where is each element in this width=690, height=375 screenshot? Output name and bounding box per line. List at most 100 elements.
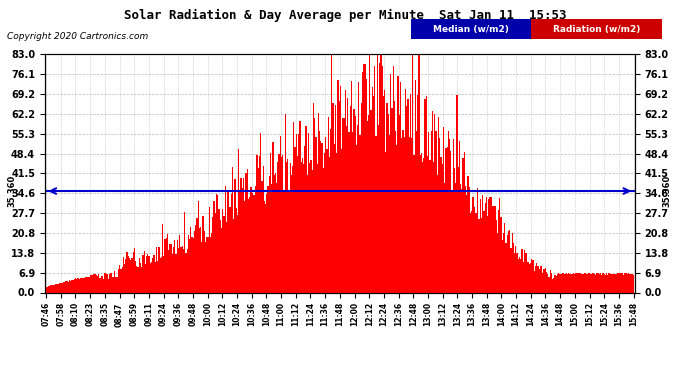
Bar: [506, 236, 508, 292]
Bar: [524, 250, 525, 292]
Bar: [341, 149, 342, 292]
Bar: [180, 247, 181, 292]
Bar: [202, 216, 204, 292]
Bar: [386, 103, 388, 292]
Bar: [241, 188, 243, 292]
Bar: [268, 176, 270, 292]
Bar: [350, 106, 351, 292]
Bar: [348, 132, 350, 292]
Bar: [266, 195, 268, 292]
Bar: [486, 197, 487, 292]
Bar: [632, 274, 633, 292]
Bar: [121, 267, 123, 292]
Bar: [239, 190, 241, 292]
Bar: [58, 284, 59, 292]
Bar: [471, 210, 472, 292]
Bar: [428, 132, 429, 292]
Bar: [233, 219, 235, 292]
Bar: [408, 137, 410, 292]
Bar: [588, 273, 589, 292]
Bar: [544, 268, 546, 292]
Bar: [396, 146, 397, 292]
Bar: [216, 194, 217, 292]
Bar: [481, 218, 482, 292]
Bar: [553, 278, 555, 292]
Bar: [59, 283, 60, 292]
Bar: [153, 255, 155, 292]
Bar: [98, 274, 99, 292]
Bar: [347, 98, 348, 292]
Bar: [417, 95, 418, 292]
Bar: [323, 168, 324, 292]
Bar: [131, 258, 132, 292]
Bar: [279, 136, 281, 292]
Bar: [432, 111, 433, 292]
Bar: [569, 274, 571, 292]
Bar: [101, 276, 102, 292]
Bar: [281, 157, 282, 292]
Bar: [175, 254, 177, 292]
Bar: [435, 130, 437, 292]
Bar: [147, 254, 148, 292]
Bar: [273, 142, 274, 292]
Bar: [390, 74, 391, 292]
Bar: [443, 127, 444, 292]
Bar: [444, 183, 445, 292]
Bar: [361, 104, 362, 292]
Bar: [575, 273, 577, 292]
Bar: [500, 217, 502, 292]
Bar: [107, 274, 108, 292]
Bar: [61, 283, 63, 292]
Bar: [563, 273, 564, 292]
Bar: [189, 239, 190, 292]
Bar: [299, 121, 301, 292]
Bar: [467, 176, 469, 292]
Bar: [205, 242, 206, 292]
Bar: [613, 274, 615, 292]
Bar: [114, 271, 115, 292]
Bar: [170, 244, 172, 292]
Bar: [520, 258, 522, 292]
Bar: [277, 162, 279, 292]
Bar: [600, 273, 601, 292]
Bar: [173, 247, 175, 292]
Bar: [378, 125, 379, 292]
Bar: [617, 273, 618, 292]
Bar: [308, 133, 309, 292]
Bar: [606, 273, 607, 292]
Bar: [440, 157, 442, 292]
Bar: [385, 152, 386, 292]
Bar: [293, 122, 295, 292]
Bar: [541, 266, 542, 292]
Bar: [199, 228, 200, 292]
Bar: [87, 277, 88, 292]
Bar: [484, 204, 486, 292]
Bar: [166, 238, 167, 292]
Bar: [57, 285, 58, 292]
Bar: [333, 104, 334, 292]
Bar: [117, 276, 118, 292]
Bar: [70, 280, 71, 292]
Bar: [494, 206, 495, 292]
Bar: [193, 238, 194, 292]
Bar: [221, 228, 222, 292]
Bar: [313, 103, 314, 292]
Bar: [139, 258, 140, 292]
Bar: [366, 79, 367, 292]
Bar: [157, 261, 158, 292]
Bar: [383, 96, 384, 292]
Bar: [132, 252, 134, 292]
Bar: [527, 262, 529, 292]
Bar: [413, 155, 415, 292]
Bar: [164, 239, 166, 292]
Bar: [183, 249, 184, 292]
Bar: [369, 54, 371, 292]
Bar: [264, 201, 265, 292]
Bar: [97, 276, 98, 292]
Bar: [582, 274, 584, 292]
Bar: [391, 108, 393, 292]
Bar: [568, 273, 569, 292]
Bar: [415, 80, 416, 292]
Bar: [475, 213, 476, 292]
Bar: [250, 187, 252, 292]
